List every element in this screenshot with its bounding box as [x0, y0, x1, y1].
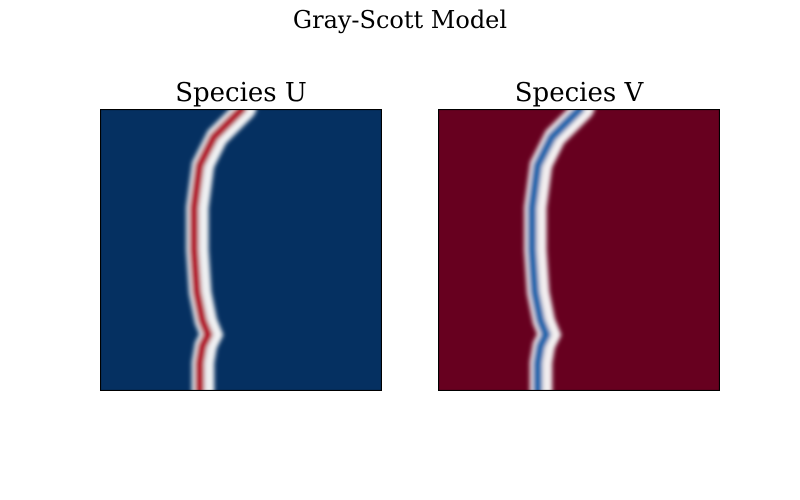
- heatmap-background: [100, 109, 382, 391]
- front-trail: [203, 109, 257, 391]
- front-core: [527, 109, 585, 391]
- front-trail: [541, 109, 595, 391]
- panel-title-species-u: Species U: [175, 78, 307, 108]
- figure-title: Gray-Scott Model: [292, 6, 508, 34]
- heatmap-species-u: [100, 109, 382, 391]
- axes-frame: [100, 109, 382, 391]
- heatmap-species-v: [438, 109, 720, 391]
- front-core: [189, 109, 247, 391]
- panel-title-species-v: Species V: [514, 78, 644, 108]
- heatmap-background: [438, 109, 720, 391]
- axes-frame: [438, 109, 720, 391]
